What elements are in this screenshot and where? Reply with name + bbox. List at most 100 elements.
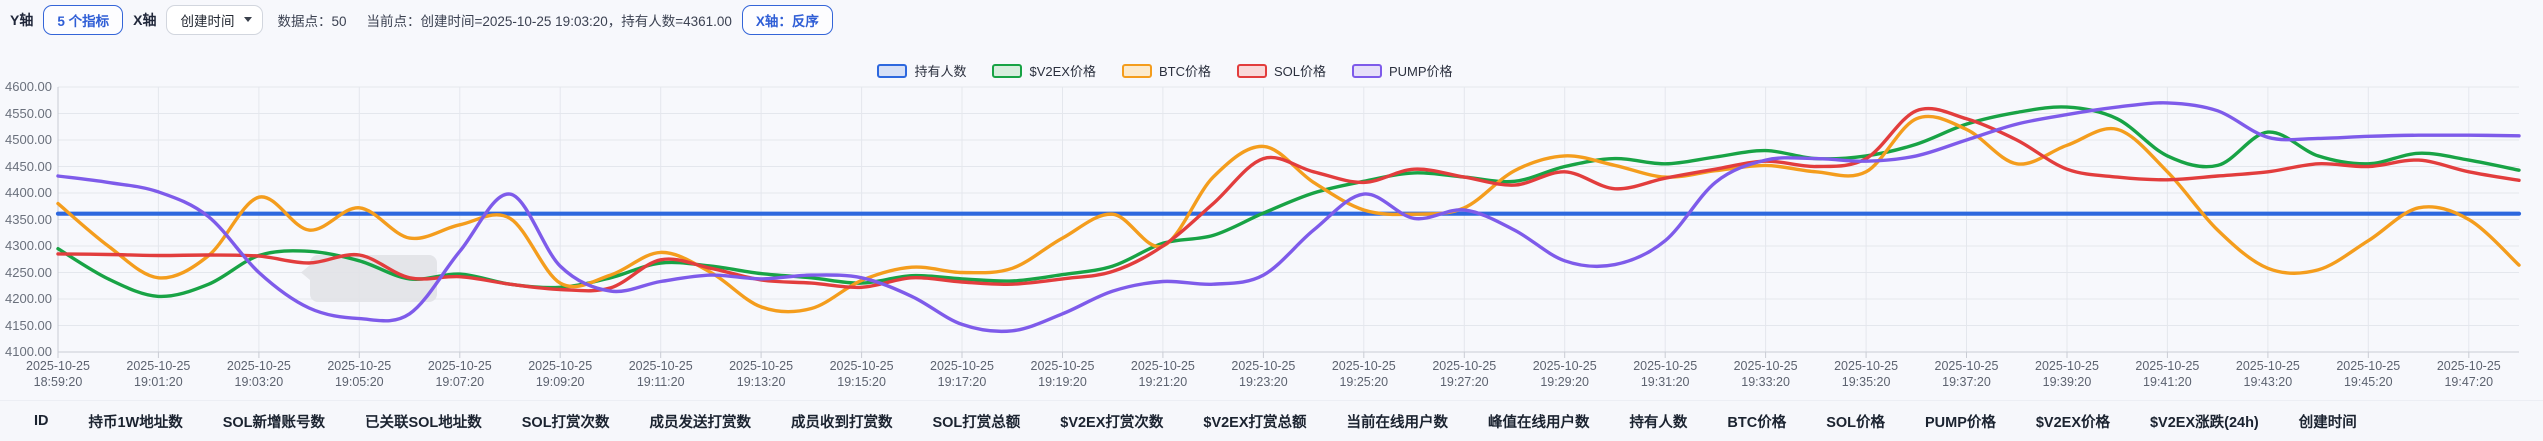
y-tick-label: 4400.00 [5, 185, 52, 200]
legend-label: PUMP价格 [1388, 64, 1453, 79]
legend-label: $V2EX价格 [1029, 64, 1096, 79]
y-tick-label: 4350.00 [5, 211, 52, 227]
y-tick-label: 4500.00 [5, 132, 52, 147]
current-point-text: 当前点：创建时间=2025-10-25 19:03:20，持有人数=4361.0… [366, 14, 732, 29]
x-tick-time: 19:45:20 [2343, 375, 2393, 390]
x-tick-date: 2025-10-25 [26, 359, 90, 373]
x-tick-label: 2025-10-25 19:37:20 [1912, 358, 2022, 391]
x-tick-time: 19:21:20 [1138, 375, 1188, 390]
hover-tooltip-arrow [301, 265, 310, 280]
x-tick-label: 2025-10-25 19:03:20 [204, 358, 314, 391]
table-header-$V2EX打赏次数: $V2EX打赏次数 [1060, 414, 1164, 431]
x-tick-date: 2025-10-25 [126, 359, 191, 373]
x-tick-time: 19:31:20 [1640, 375, 1690, 390]
x-tick-label: 2025-10-25 19:33:20 [1711, 358, 1821, 391]
chevron-down-icon [244, 17, 253, 22]
x-tick-date: 2025-10-25 [2035, 359, 2099, 373]
x-tick-date: 2025-10-25 [2235, 359, 2300, 373]
x-tick-time: 19:07:20 [435, 375, 485, 390]
x-tick-time: 19:23:20 [1239, 375, 1288, 390]
table-header-成员收到打赏数: 成员收到打赏数 [791, 414, 893, 431]
x-tick-label: 2025-10-25 19:29:20 [1510, 358, 1620, 391]
legend-item-PUMP价格[interactable]: PUMP价格 [1351, 61, 1453, 80]
series-line-$V2EX价格 [56, 105, 2521, 299]
table-header-持有人数: 持有人数 [1629, 414, 1688, 431]
legend-item-BTC价格[interactable]: BTC价格 [1121, 61, 1211, 80]
x-tick-date: 2025-10-25 [1532, 359, 1597, 373]
table-header-BTC价格: BTC价格 [1727, 414, 1787, 431]
legend-label: 持有人数 [914, 64, 967, 79]
table-header-SOL打赏总额: SOL打赏总额 [932, 414, 1021, 431]
x-tick-label: 2025-10-25 19:27:20 [1409, 358, 1519, 391]
legend-item-持有人数[interactable]: 持有人数 [877, 61, 966, 80]
x-tick-date: 2025-10-25 [528, 359, 593, 373]
x-tick-time: 19:43:20 [2243, 375, 2293, 390]
x-tick-date: 2025-10-25 [1231, 359, 1296, 373]
datapoints-count: 数据点：50 [277, 14, 347, 29]
x-tick-label: 2025-10-25 19:23:20 [1208, 358, 1318, 391]
table-header-峰值在线用户数: 峰值在线用户数 [1487, 414, 1590, 431]
y-axis-indicators-button[interactable]: 5 个指标 [43, 5, 124, 35]
x-tick-date: 2025-10-25 [1030, 359, 1095, 373]
legend-label: SOL价格 [1273, 64, 1326, 79]
x-tick-label: 2025-10-25 19:39:20 [2012, 358, 2122, 391]
x-tick-date: 2025-10-25 [2135, 359, 2200, 373]
x-tick-time: 19:47:20 [2444, 375, 2494, 390]
x-tick-date: 2025-10-25 [1733, 359, 1798, 373]
x-tick-date: 2025-10-25 [226, 359, 291, 373]
x-tick-time: 19:19:20 [1038, 375, 1087, 390]
x-tick-date: 2025-10-25 [1934, 359, 1999, 373]
x-tick-time: 19:35:20 [1841, 375, 1891, 390]
x-tick-date: 2025-10-25 [729, 359, 794, 373]
x-axis-select-value: 创建时间 [180, 14, 235, 29]
x-tick-time: 19:33:20 [1741, 375, 1790, 390]
legend-item-$V2EX价格[interactable]: $V2EX价格 [992, 61, 1096, 80]
table-header-row: ID 持币1W地址数 SOL新增账号数 已关联SOL地址数 SOL打赏次数 成员发送打赏数… [0, 400, 2543, 441]
table-header-SOL新增账号数: SOL新增账号数 [222, 414, 325, 431]
legend-label: BTC价格 [1158, 64, 1211, 79]
x-tick-label: 2025-10-25 19:09:20 [505, 358, 615, 391]
x-tick-date: 2025-10-25 [1633, 359, 1698, 373]
x-tick-time: 19:29:20 [1540, 375, 1590, 390]
x-tick-date: 2025-10-25 [2336, 359, 2401, 373]
table-header-$V2EX涨跌(24h): $V2EX涨跌(24h) [2149, 414, 2259, 431]
x-axis-label: X轴 [133, 12, 157, 28]
x-tick-date: 2025-10-25 [1834, 359, 1899, 373]
x-tick-date: 2025-10-25 [1331, 359, 1396, 373]
x-axis-select[interactable]: 创建时间 [166, 5, 264, 35]
y-tick-label: 4250.00 [5, 264, 52, 280]
x-tick-label: 2025-10-25 19:15:20 [807, 358, 917, 391]
chart-status-text: 数据点：50 当前点：创建时间=2025-10-25 19:03:20，持有人数… [277, 10, 731, 30]
x-tick-time: 19:11:20 [636, 375, 685, 390]
table-header-创建时间: 创建时间 [2298, 414, 2357, 431]
table-header-$V2EX打赏总额: $V2EX打赏总额 [1203, 414, 1307, 431]
x-tick-label: 2025-10-25 19:19:20 [1008, 358, 1118, 391]
x-tick-date: 2025-10-25 [930, 359, 994, 373]
x-tick-label: 2025-10-25 19:43:20 [2213, 358, 2323, 391]
x-tick-date: 2025-10-25 [628, 359, 693, 373]
x-tick-label: 2025-10-25 19:41:20 [2112, 358, 2222, 391]
x-tick-label: 2025-10-25 19:11:20 [606, 358, 716, 391]
table-header-$V2EX价格: $V2EX价格 [2035, 414, 2110, 431]
table-header-ID: ID [34, 413, 49, 429]
x-tick-time: 18:59:20 [33, 375, 83, 390]
legend-swatch-icon [877, 63, 908, 78]
x-tick-date: 2025-10-25 [427, 359, 492, 373]
x-tick-time: 19:41:20 [2143, 375, 2192, 390]
table-header-SOL价格: SOL价格 [1826, 414, 1885, 431]
chart-toolbar: Y轴 5 个指标 X轴 创建时间 数据点：50 当前点：创建时间=2025-10… [10, 5, 833, 35]
x-tick-date: 2025-10-25 [1432, 359, 1497, 373]
x-tick-time: 19:27:20 [1439, 375, 1489, 390]
x-axis-reverse-button[interactable]: X轴：反序 [741, 5, 833, 35]
table-header-SOL打赏次数: SOL打赏次数 [521, 414, 610, 431]
x-tick-label: 2025-10-25 19:05:20 [304, 358, 414, 391]
table-header-持币1W地址数: 持币1W地址数 [88, 414, 183, 431]
legend-swatch-icon [1351, 63, 1382, 78]
x-tick-time: 19:37:20 [1942, 375, 1991, 390]
x-tick-date: 2025-10-25 [327, 359, 392, 373]
legend-swatch-icon [992, 63, 1023, 78]
legend-item-SOL价格[interactable]: SOL价格 [1236, 61, 1326, 80]
chart-canvas[interactable] [0, 0, 2543, 400]
x-tick-label: 2025-10-25 19:07:20 [405, 358, 515, 391]
x-tick-label: 2025-10-25 18:59:20 [3, 358, 113, 391]
